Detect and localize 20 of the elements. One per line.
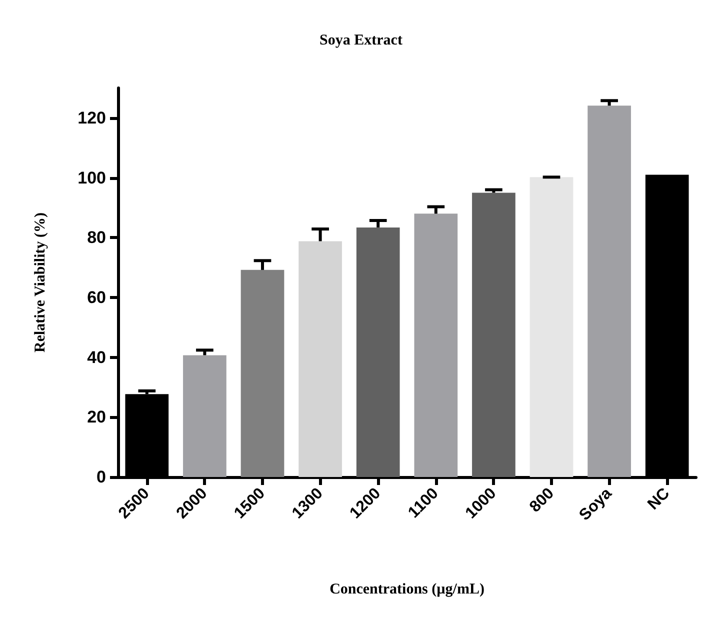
- y-tick-label: 60: [87, 288, 106, 307]
- bar: [298, 241, 342, 477]
- y-tick-label: 100: [78, 168, 106, 188]
- bar: [240, 270, 284, 477]
- y-axis-title: Relative Viability (%): [32, 212, 48, 352]
- chart-title: Soya Extract: [320, 32, 402, 48]
- bar: [472, 192, 516, 477]
- bar: [414, 214, 458, 477]
- y-tick-label: 80: [87, 228, 106, 248]
- x-tick-label: 800: [526, 484, 558, 516]
- y-tick-label: 20: [87, 408, 106, 427]
- x-tick-label: NC: [644, 484, 674, 514]
- y-tick-label: 120: [78, 108, 106, 128]
- y-tick-label: 40: [87, 348, 106, 367]
- y-tick-label: 0: [96, 468, 106, 486]
- bar: [530, 177, 574, 477]
- bar: [356, 227, 400, 477]
- x-axis-title: Concentrations (µg/mL): [330, 582, 484, 598]
- bar: [183, 355, 226, 477]
- bar: [588, 106, 631, 477]
